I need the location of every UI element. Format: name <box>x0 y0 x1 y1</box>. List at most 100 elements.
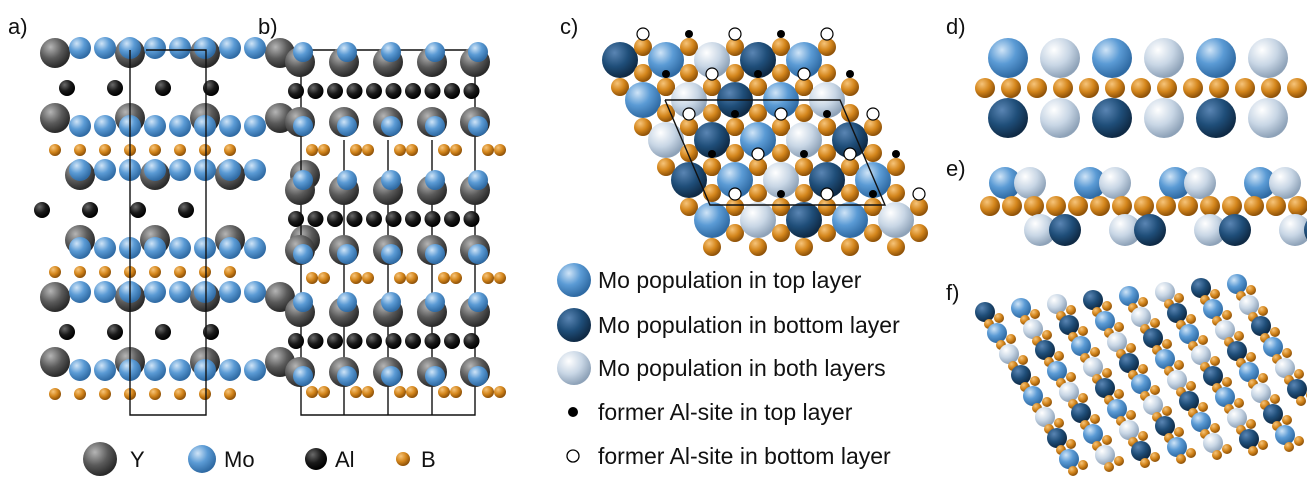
mo-atom <box>717 162 753 198</box>
mo-atom <box>244 37 266 59</box>
b-atom <box>1186 381 1196 391</box>
former-al-site-top <box>892 150 900 158</box>
b-atom <box>795 238 813 256</box>
b-atom <box>174 388 186 400</box>
legend-mo-both: Mo population in both layers <box>598 355 886 381</box>
mo-atom <box>381 116 401 136</box>
former-al-site-bottom <box>751 147 765 161</box>
panel-label-f: f) <box>946 280 959 305</box>
b-atom <box>1079 78 1099 98</box>
mo-atom <box>169 359 191 381</box>
al-atom <box>203 80 219 96</box>
mo-bottom-atom <box>975 302 995 322</box>
y-atom <box>40 347 70 377</box>
b-atom <box>362 386 374 398</box>
al-atom <box>444 211 460 227</box>
mo-both-atom <box>1184 167 1216 199</box>
al-atom <box>59 324 75 340</box>
b-atom <box>1246 352 1256 362</box>
b-atom <box>1210 356 1220 366</box>
former-al-site-bottom <box>705 67 719 81</box>
b-atom <box>494 144 506 156</box>
former-al-site-top <box>754 70 762 78</box>
mo-atom <box>194 37 216 59</box>
al-atom <box>385 211 402 227</box>
b-atom <box>1078 393 1088 403</box>
al-atom <box>366 83 382 99</box>
mo-both-atom <box>1144 38 1184 78</box>
legend-al-top: former Al-site in top layer <box>598 399 853 425</box>
mo-both-atom <box>1167 370 1187 390</box>
b-atom <box>726 64 744 82</box>
b-atom <box>1178 196 1198 216</box>
b-atom <box>864 224 882 242</box>
b-atom <box>1174 427 1184 437</box>
al-atom <box>366 333 382 349</box>
mo-both-atom <box>1099 167 1131 199</box>
mo-atom <box>1119 286 1139 306</box>
mo-bottom-atom <box>1131 441 1151 461</box>
al-atom <box>385 333 402 349</box>
b-atom <box>1234 331 1244 341</box>
b-atom <box>818 198 836 216</box>
b-atom <box>703 238 721 256</box>
mo-bottom-atom <box>786 202 822 238</box>
b-atom <box>795 184 813 202</box>
al-atom <box>385 83 402 99</box>
b-atom <box>406 272 418 284</box>
al-atom <box>203 324 219 340</box>
b-atom <box>1024 196 1044 216</box>
b-atom <box>841 184 859 202</box>
b-atom <box>680 38 698 56</box>
mo-atom <box>1071 336 1091 356</box>
b-atom <box>1198 335 1208 345</box>
panel-c-structure <box>602 27 928 256</box>
panel-d-structure <box>975 38 1307 138</box>
former-al-site-top <box>777 190 785 198</box>
b-atom <box>1248 446 1258 456</box>
b-atom <box>174 266 186 278</box>
b-atom <box>795 104 813 122</box>
b-atom <box>199 144 211 156</box>
mo-bottom-atom <box>1119 353 1139 373</box>
mo-atom <box>1239 362 1259 382</box>
b-atom <box>1112 196 1132 216</box>
b-atom <box>1090 414 1100 424</box>
al-atom <box>288 83 304 99</box>
b-atom <box>306 272 318 284</box>
b-atom <box>1244 196 1264 216</box>
former-al-site-top <box>685 30 693 38</box>
former-al-site-top <box>708 150 716 158</box>
mo-atom <box>468 42 488 62</box>
mo-atom <box>169 237 191 259</box>
al-atom <box>288 333 304 349</box>
b-atom <box>1174 293 1184 303</box>
mo-both-atom <box>1155 282 1175 302</box>
mo-both-atom <box>1047 294 1067 314</box>
mo-atom <box>648 42 684 78</box>
former-al-site-top <box>869 190 877 198</box>
mo-top-icon <box>557 263 591 297</box>
b-atom <box>350 386 362 398</box>
al-atom <box>178 202 194 218</box>
mo-atom <box>69 359 91 381</box>
al-atom <box>155 80 171 96</box>
al-atom <box>444 333 460 349</box>
b-atom <box>864 198 882 216</box>
b-atom <box>149 144 161 156</box>
b-atom <box>1162 406 1172 416</box>
mo-atom <box>1155 349 1175 369</box>
mo-atom <box>468 116 488 136</box>
mo-atom <box>381 366 401 386</box>
b-atom <box>818 224 836 242</box>
mo-bottom-atom <box>671 162 707 198</box>
b-atom <box>1157 78 1177 98</box>
mo-both-atom <box>1035 407 1055 427</box>
b-atom <box>1235 78 1255 98</box>
b-atom <box>841 78 859 96</box>
former-al-site-bottom <box>820 187 834 201</box>
mo-atom <box>425 292 445 312</box>
former-al-site-bottom <box>797 67 811 81</box>
mo-atom <box>1047 361 1067 381</box>
